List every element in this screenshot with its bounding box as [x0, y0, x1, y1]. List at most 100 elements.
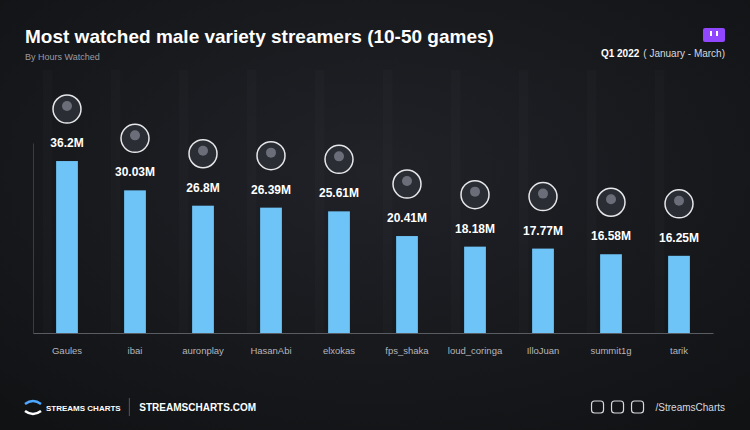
x-tick-label: ibai [128, 345, 143, 356]
bar [56, 161, 78, 333]
data-labels: 36.2M30.03M26.8M26.39M25.61M20.41M18.18M… [50, 95, 699, 245]
bar [532, 249, 554, 333]
x-tick: summit1g [590, 345, 631, 356]
x-tick-label: tarik [670, 345, 688, 356]
x-tick: IlloJuan [527, 345, 560, 356]
brand-logo [25, 401, 41, 414]
data-label: 25.61M [319, 186, 359, 200]
stripe [587, 70, 597, 333]
x-tick: auronplay [182, 345, 224, 356]
x-tick: tarik [670, 345, 688, 356]
data-label: 30.03M [115, 165, 155, 179]
avatar-circle [189, 140, 217, 168]
handle: /StreamsCharts [656, 402, 725, 413]
avatar-circle [121, 124, 149, 152]
x-axis: Gaules ibai auronplay HasanAbi elxokas fps_sh… [34, 334, 714, 357]
background [0, 0, 750, 430]
avatar-head [266, 148, 276, 158]
bar [600, 254, 622, 333]
avatar-head [470, 187, 480, 197]
x-tick-label: loud_coringa [448, 345, 503, 356]
y-axis [33, 144, 34, 334]
period-note: ( January - March) [643, 48, 725, 59]
stripe [247, 70, 257, 333]
social-icon [632, 401, 644, 413]
data-label: 26.39M [251, 183, 291, 197]
avatar-head [130, 130, 140, 140]
x-tick-label: elxokas [323, 345, 355, 356]
avatar-circle [53, 95, 81, 123]
x-tick: HasanAbi [250, 345, 291, 356]
chart-svg: Most watched male variety streamers (10-… [0, 0, 750, 430]
logo-shape [25, 401, 41, 404]
avatar-head [538, 189, 548, 199]
subtitle: By Hours Watched [25, 52, 100, 62]
social-icon [592, 401, 604, 413]
avatar-head [674, 196, 684, 206]
x-tick-label: Gaules [52, 345, 82, 356]
logo-shape [710, 31, 712, 36]
stripe [519, 70, 529, 333]
brand: STREAMS CHARTS [46, 404, 121, 413]
x-tick: loud_coringa [448, 345, 503, 356]
data-label: 16.58M [591, 229, 631, 243]
x-axis-line [34, 333, 714, 334]
logo-shape [25, 411, 41, 414]
avatar-head [402, 176, 412, 186]
avatar-head [606, 194, 616, 204]
x-tick: Gaules [52, 345, 82, 356]
avatar-head [334, 151, 344, 161]
avatar [393, 170, 421, 198]
stripe [315, 70, 325, 333]
stripe [451, 70, 461, 333]
avatar [53, 95, 81, 123]
bar [328, 211, 350, 333]
avatar [257, 142, 285, 170]
bar [396, 236, 418, 333]
avatar-circle [461, 181, 489, 209]
y-axis-line [33, 144, 34, 334]
x-tick: fps_shaka [385, 345, 429, 356]
avatar-circle [529, 183, 557, 211]
data-label: 26.8M [186, 181, 219, 195]
x-tick: elxokas [323, 345, 355, 356]
avatar [529, 183, 557, 211]
divider [129, 398, 130, 416]
bars [56, 161, 690, 333]
stripe [655, 70, 665, 333]
avatar [597, 188, 625, 216]
logo-shape [703, 28, 725, 42]
data-label: 36.2M [50, 136, 83, 150]
x-tick: ibai [128, 345, 143, 356]
stripe [43, 70, 53, 333]
platform-logo [703, 28, 725, 42]
bar [464, 247, 486, 333]
avatar-circle [597, 188, 625, 216]
avatar-circle [325, 145, 353, 173]
avatar-head [198, 146, 208, 156]
x-tick-label: summit1g [590, 345, 631, 356]
x-tick-label: fps_shaka [385, 345, 429, 356]
data-label: 17.77M [523, 224, 563, 238]
avatar [121, 124, 149, 152]
avatar [665, 190, 693, 218]
x-tick-label: HasanAbi [250, 345, 291, 356]
avatar [461, 181, 489, 209]
avatar-circle [257, 142, 285, 170]
data-label: 16.25M [659, 231, 699, 245]
footer: STREAMS CHARTS STREAMSCHARTS.COM/StreamsC… [25, 398, 725, 416]
bar [668, 256, 690, 333]
period: Q1 2022 [601, 48, 640, 59]
stripe [179, 70, 189, 333]
x-tick-label: auronplay [182, 345, 224, 356]
social-icon [612, 401, 624, 413]
avatar-head [62, 101, 72, 111]
x-tick-label: IlloJuan [527, 345, 560, 356]
avatar-circle [393, 170, 421, 198]
avatar [189, 140, 217, 168]
avatar-circle [665, 190, 693, 218]
website: STREAMSCHARTS.COM [139, 402, 256, 413]
bar [260, 208, 282, 333]
bar [124, 190, 146, 333]
avatar [325, 145, 353, 173]
